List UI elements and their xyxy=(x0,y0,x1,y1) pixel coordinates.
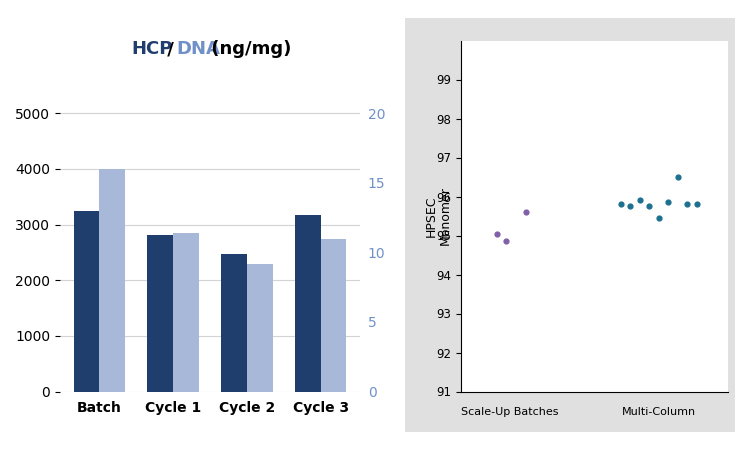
Text: Monomer: Monomer xyxy=(438,187,452,245)
Text: (ng/mg): (ng/mg) xyxy=(205,40,291,58)
Point xyxy=(500,238,512,245)
Bar xyxy=(173,233,199,392)
Bar xyxy=(74,211,100,392)
Text: Scale-Up Batches: Scale-Up Batches xyxy=(461,407,559,417)
Text: HPSEC: HPSEC xyxy=(424,195,438,237)
Point xyxy=(520,208,532,216)
Text: Multi-Column: Multi-Column xyxy=(622,407,696,417)
Point xyxy=(644,202,656,210)
Point xyxy=(652,214,664,221)
Point xyxy=(662,199,674,206)
Point xyxy=(615,201,627,208)
Point xyxy=(691,201,703,208)
Text: HCP: HCP xyxy=(131,40,172,58)
Point xyxy=(681,201,693,208)
Bar xyxy=(247,264,273,392)
Bar xyxy=(100,169,125,392)
Point xyxy=(625,202,637,210)
Bar xyxy=(295,215,320,392)
Bar xyxy=(221,253,247,392)
Point xyxy=(672,173,684,180)
Point xyxy=(634,197,646,204)
Text: DNA: DNA xyxy=(176,40,220,58)
Point xyxy=(490,230,502,237)
Bar xyxy=(147,234,173,392)
Bar xyxy=(320,238,346,392)
Text: /: / xyxy=(161,40,180,58)
